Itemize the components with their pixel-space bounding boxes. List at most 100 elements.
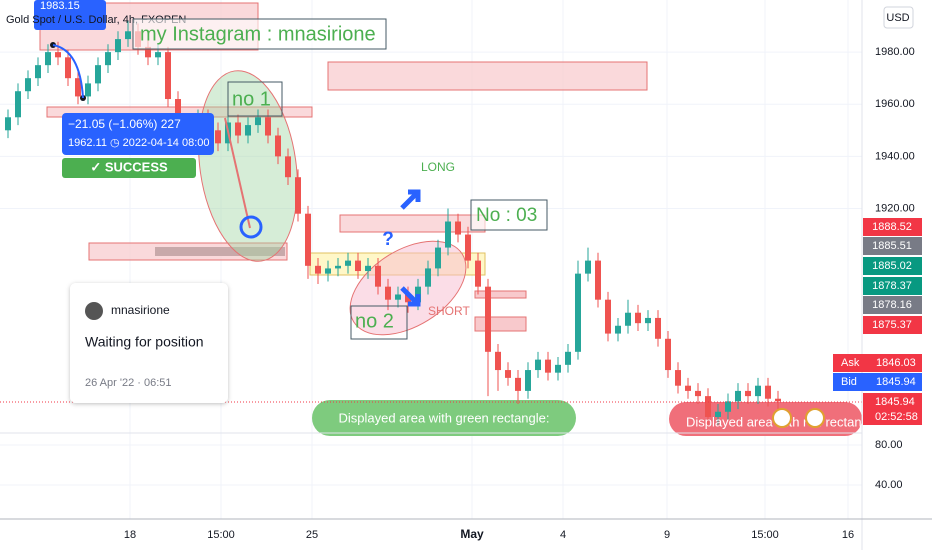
y-tick-label: 1920.00	[875, 202, 915, 214]
candle-body	[715, 411, 721, 417]
x-tick-label: 16	[842, 529, 854, 541]
candle-body	[515, 377, 521, 391]
flag-icon	[772, 408, 792, 428]
last-value: 1845.94	[875, 396, 915, 408]
candle-body	[625, 312, 631, 326]
candle-body	[655, 317, 661, 339]
candle-body	[105, 52, 111, 66]
candle-body	[175, 99, 181, 126]
price-tag-text: 1885.02	[872, 260, 912, 272]
short: SHORT	[428, 304, 470, 318]
candle-body	[45, 52, 51, 66]
annotations: 1983.15 Gold Spot / U.S. Dollar, 4h, FXO…	[6, 0, 862, 429]
x-tick-label: 4	[560, 529, 566, 541]
zone	[327, 61, 648, 91]
candle-body	[155, 52, 161, 58]
candle-body	[275, 135, 281, 157]
price-tag	[863, 277, 922, 295]
x-tick-label: 18	[124, 529, 136, 541]
candle-body	[745, 390, 751, 397]
text-box	[227, 81, 283, 117]
candle-body	[355, 260, 361, 272]
candle-body	[165, 52, 171, 100]
x-tick-label: 9	[664, 529, 670, 541]
measure-box	[62, 113, 214, 155]
text-box	[470, 199, 548, 231]
candle-body	[685, 385, 691, 391]
currency[interactable]: USD	[886, 12, 909, 24]
candle-body	[505, 370, 511, 378]
measure-line1: −21.05 (−1.06%) 227	[68, 117, 181, 131]
candle-body	[755, 385, 761, 397]
candle-body	[405, 294, 411, 303]
candle-body	[245, 125, 251, 136]
arrow-up	[400, 189, 421, 210]
price-tag	[863, 237, 922, 255]
candle-body	[775, 398, 781, 402]
text-box	[350, 305, 408, 340]
candle-body	[455, 221, 461, 235]
price-tag-text: 1888.52	[872, 221, 912, 233]
candle-body	[615, 325, 621, 334]
candle-body	[15, 91, 21, 118]
arrow-down	[400, 286, 421, 307]
x-tick-label: May	[460, 527, 484, 541]
high-label: 1983.15	[40, 0, 80, 12]
bid-tag	[833, 373, 922, 391]
zone	[474, 316, 527, 332]
card[interactable]	[70, 283, 228, 403]
candle-body	[425, 268, 431, 287]
candle-body	[375, 265, 381, 287]
x-tick-label: 15:00	[751, 529, 779, 541]
candle-body	[255, 117, 261, 126]
countdown: 02:52:58	[875, 411, 918, 423]
price-tag	[863, 257, 922, 275]
avatar	[85, 302, 103, 320]
long: LONG	[421, 160, 455, 174]
instagram: my Instagram : mnasirione	[140, 23, 376, 45]
idea-card[interactable]: mnasirione Waiting for position 26 Apr '…	[70, 283, 228, 403]
idea-date: 26 Apr '22 · 06:51	[85, 377, 172, 389]
candle-body	[215, 130, 221, 144]
candle-body	[735, 390, 741, 402]
label-box	[34, 0, 106, 30]
candle-body	[555, 364, 561, 373]
measure-line2: 1962.11 ◷ 2022-04-14 08:00	[68, 137, 210, 149]
bid-label: Bid	[841, 376, 857, 388]
arrow	[224, 117, 251, 229]
question: ?	[382, 229, 394, 250]
success-box	[62, 158, 196, 178]
price-tag-text: 1875.37	[872, 319, 912, 331]
y-tick-label: 1980.00	[875, 46, 915, 58]
candle-body	[465, 234, 471, 261]
candle-body	[635, 312, 641, 324]
ask-tag	[833, 354, 922, 372]
candle-body	[35, 65, 41, 79]
currency-button[interactable]	[883, 6, 914, 29]
price-tag	[863, 218, 922, 236]
candle-body	[435, 247, 441, 269]
bid-value: 1845.94	[876, 376, 916, 388]
candle-body	[585, 260, 591, 274]
candle-body	[95, 65, 101, 84]
text-box	[132, 18, 387, 50]
idea-author: mnasirione	[111, 303, 170, 317]
candle-body	[765, 385, 771, 399]
candle-body	[265, 117, 271, 136]
measure-line	[52, 44, 84, 99]
candle-body	[695, 390, 701, 397]
candle-body	[495, 351, 501, 371]
candle-body	[285, 156, 291, 178]
zone	[339, 214, 486, 233]
banner-green-text: Displayed area with green rectangle:	[338, 410, 549, 425]
candle-body	[525, 370, 531, 391]
y-tick-label: 40.00	[875, 479, 903, 491]
ask-value: 1846.03	[876, 357, 916, 369]
candle-body	[665, 338, 671, 371]
price-tag-text: 1878.16	[872, 299, 912, 311]
y-tick-label: 1960.00	[875, 98, 915, 110]
candle-body	[535, 359, 541, 371]
candle-body	[595, 260, 601, 300]
ellipse	[198, 70, 298, 262]
